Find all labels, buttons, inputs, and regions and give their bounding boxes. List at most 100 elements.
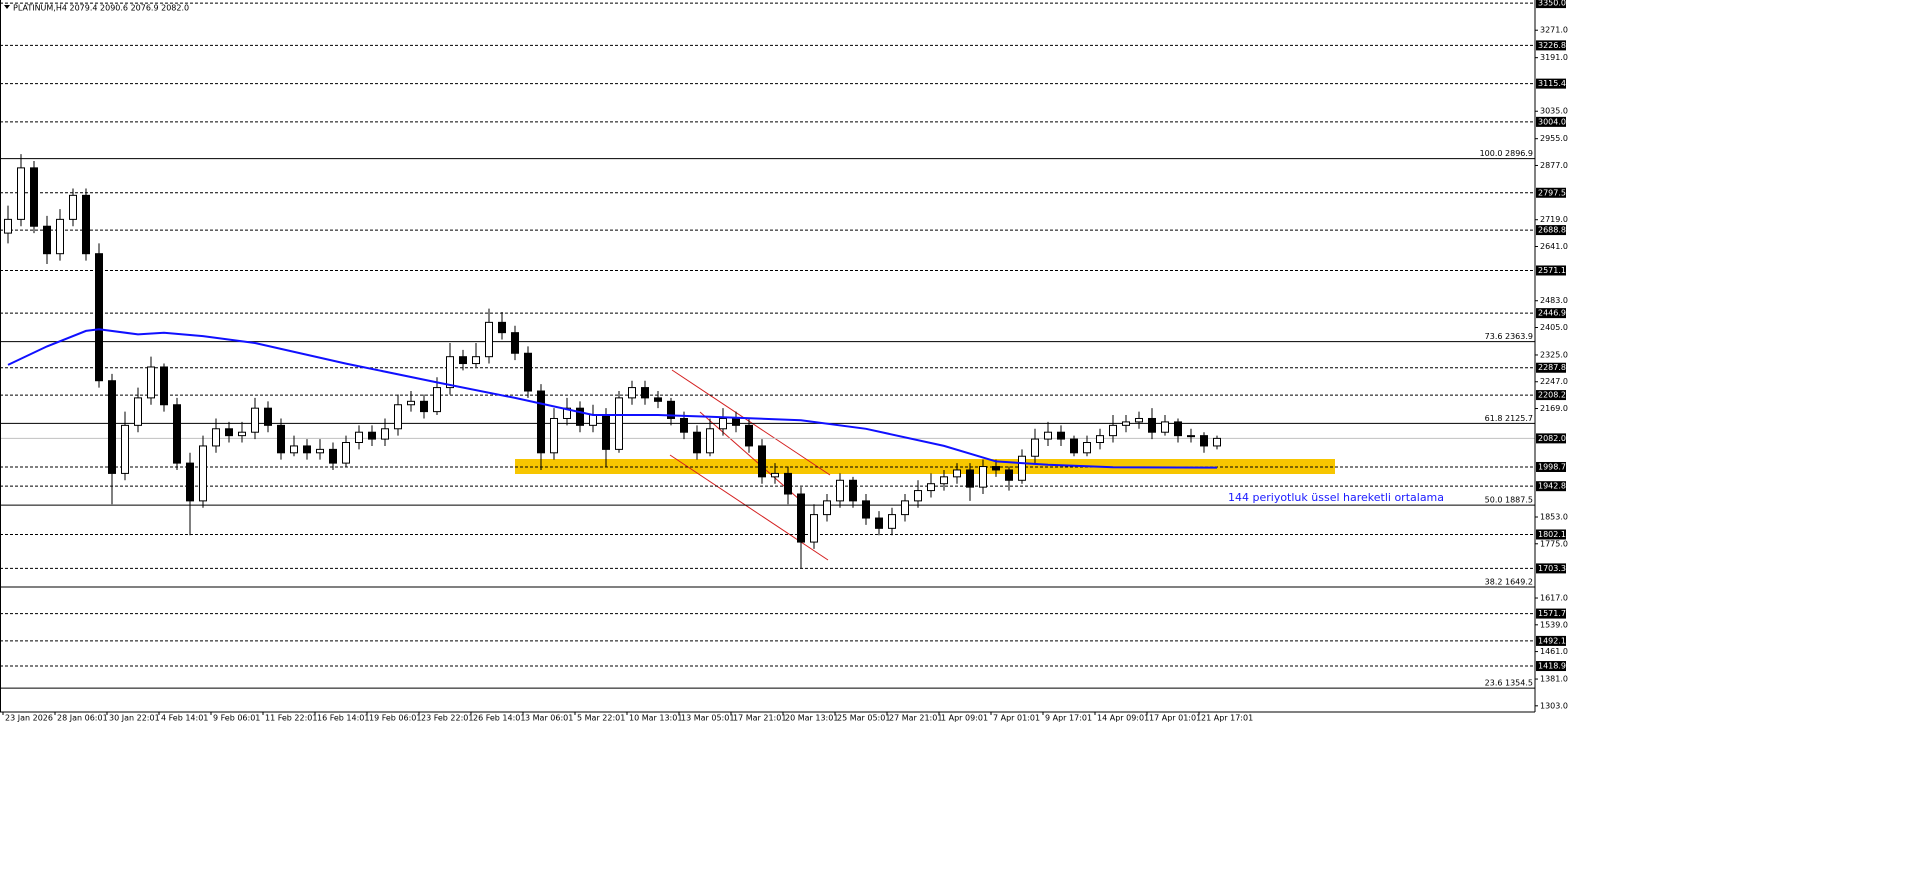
candle-body: [446, 356, 454, 389]
candle-body: [667, 400, 675, 419]
candle-body: [173, 404, 181, 464]
candle-body: [95, 253, 103, 382]
candle-body: [732, 417, 740, 426]
y-tick-label: 2955.0: [1540, 134, 1568, 143]
x-tick-label: 21 Apr 17:01: [1201, 714, 1253, 723]
x-tick-label: 25 Mar 05:01: [837, 714, 890, 723]
candle-body: [953, 469, 961, 478]
y-tick-label: 1381.0: [1540, 675, 1568, 684]
level-label: 2446.9: [1538, 309, 1566, 318]
level-label: 1418.9: [1538, 662, 1566, 671]
candle-body: [407, 400, 415, 406]
candle-body: [719, 417, 727, 430]
candle-body: [56, 218, 64, 255]
level-label-box: [1536, 563, 1566, 574]
y-tick-label: 1853.0: [1540, 513, 1568, 522]
level-label: 3115.4: [1538, 79, 1566, 88]
level-label: 1703.3: [1538, 564, 1566, 573]
y-tick-label: 2877.0: [1540, 161, 1568, 170]
candle-body: [1122, 421, 1130, 426]
level-label-box: [1536, 390, 1566, 401]
candle-body: [641, 387, 649, 399]
level-label: 1942.8: [1538, 482, 1566, 491]
candle-body: [1070, 438, 1078, 454]
y-tick-label: 3271.0: [1540, 26, 1568, 35]
candle-body: [823, 500, 831, 516]
x-tick-label: 30 Jan 22:01: [109, 714, 160, 723]
fib-label: 23.6 1354.5: [1485, 679, 1533, 688]
level-label-box: [1536, 40, 1566, 51]
candle-body: [1057, 431, 1065, 440]
level-label: 1802.1: [1538, 530, 1566, 539]
candle-body: [459, 356, 467, 365]
candle-body: [849, 479, 857, 502]
candle-body: [264, 407, 272, 426]
candle-body: [550, 417, 558, 454]
level-label: 2688.8: [1538, 226, 1566, 235]
candle-body: [745, 424, 753, 447]
x-tick-label: 11 Feb 22:01: [265, 714, 317, 723]
candle-body: [680, 417, 688, 433]
x-tick-label: 19 Feb 06:01: [369, 714, 421, 723]
level-label-box: [1536, 362, 1566, 373]
x-tick-label: 5 Mar 22:01: [577, 714, 625, 723]
candle-body: [979, 466, 987, 488]
y-tick-label: 1303.0: [1540, 701, 1568, 710]
candle-body: [342, 442, 350, 464]
candle-body: [693, 431, 701, 454]
marks: [4, 154, 1221, 569]
y-tick-label: 2325.0: [1540, 350, 1568, 359]
x-tick-label: 26 Feb 14:01: [473, 714, 525, 723]
level-label-box: [1536, 635, 1566, 646]
fib-label: 61.8 2125.7: [1485, 414, 1533, 423]
level-label-box: [1536, 0, 1566, 9]
candle-body: [277, 424, 285, 454]
candle-body: [1135, 417, 1143, 423]
level-label: 3226.8: [1538, 41, 1566, 50]
level-label: 2208.2: [1538, 391, 1566, 400]
candle-body: [225, 428, 233, 437]
candle-body: [1200, 435, 1208, 447]
candle-body: [797, 493, 805, 543]
candle-body: [615, 397, 623, 450]
level-label: 3004.0: [1538, 117, 1566, 126]
candle-body: [1018, 455, 1026, 481]
candle-body: [706, 428, 714, 454]
candle-body: [1031, 438, 1039, 457]
candle-body: [108, 380, 116, 474]
y-tick-label: 2169.0: [1540, 404, 1568, 413]
candle-body: [654, 397, 662, 402]
candle-body: [927, 483, 935, 492]
candle-body: [563, 407, 571, 419]
candle-body: [420, 400, 428, 413]
candle-body: [914, 490, 922, 502]
grid: [0, 2, 1535, 689]
y-tick-label: 3191.0: [1540, 53, 1568, 62]
fib-label: 50.0 1887.5: [1485, 496, 1533, 505]
candle-body: [381, 428, 389, 440]
level-label-box: [1536, 661, 1566, 672]
candle-body: [602, 414, 610, 450]
level-label-box: [1536, 529, 1566, 540]
level-label-box: [1536, 225, 1566, 236]
y-tick-label: 1539.0: [1540, 620, 1568, 629]
candle-body: [69, 194, 77, 220]
candle-body: [485, 321, 493, 358]
level-label: 1571.7: [1538, 609, 1566, 618]
level-label: 1492.1: [1538, 636, 1566, 645]
y-tick-label: 2719.0: [1540, 215, 1568, 224]
ema-line: [7, 328, 1218, 469]
candle-body: [134, 397, 142, 426]
candle-body: [147, 366, 155, 399]
y-tick-label: 3035.0: [1540, 107, 1568, 116]
x-tick-label: 16 Feb 14:01: [317, 714, 369, 723]
candle-body: [1174, 421, 1182, 437]
candle-body: [810, 514, 818, 543]
x-tick-label: 13 Mar 05:01: [681, 714, 734, 723]
candle-body: [901, 500, 909, 516]
candle-body: [43, 225, 51, 255]
candle-body: [30, 167, 38, 227]
fib-label: 38.2 1649.2: [1485, 577, 1533, 586]
channel-line: [699, 411, 801, 501]
candle-body: [1096, 435, 1104, 444]
